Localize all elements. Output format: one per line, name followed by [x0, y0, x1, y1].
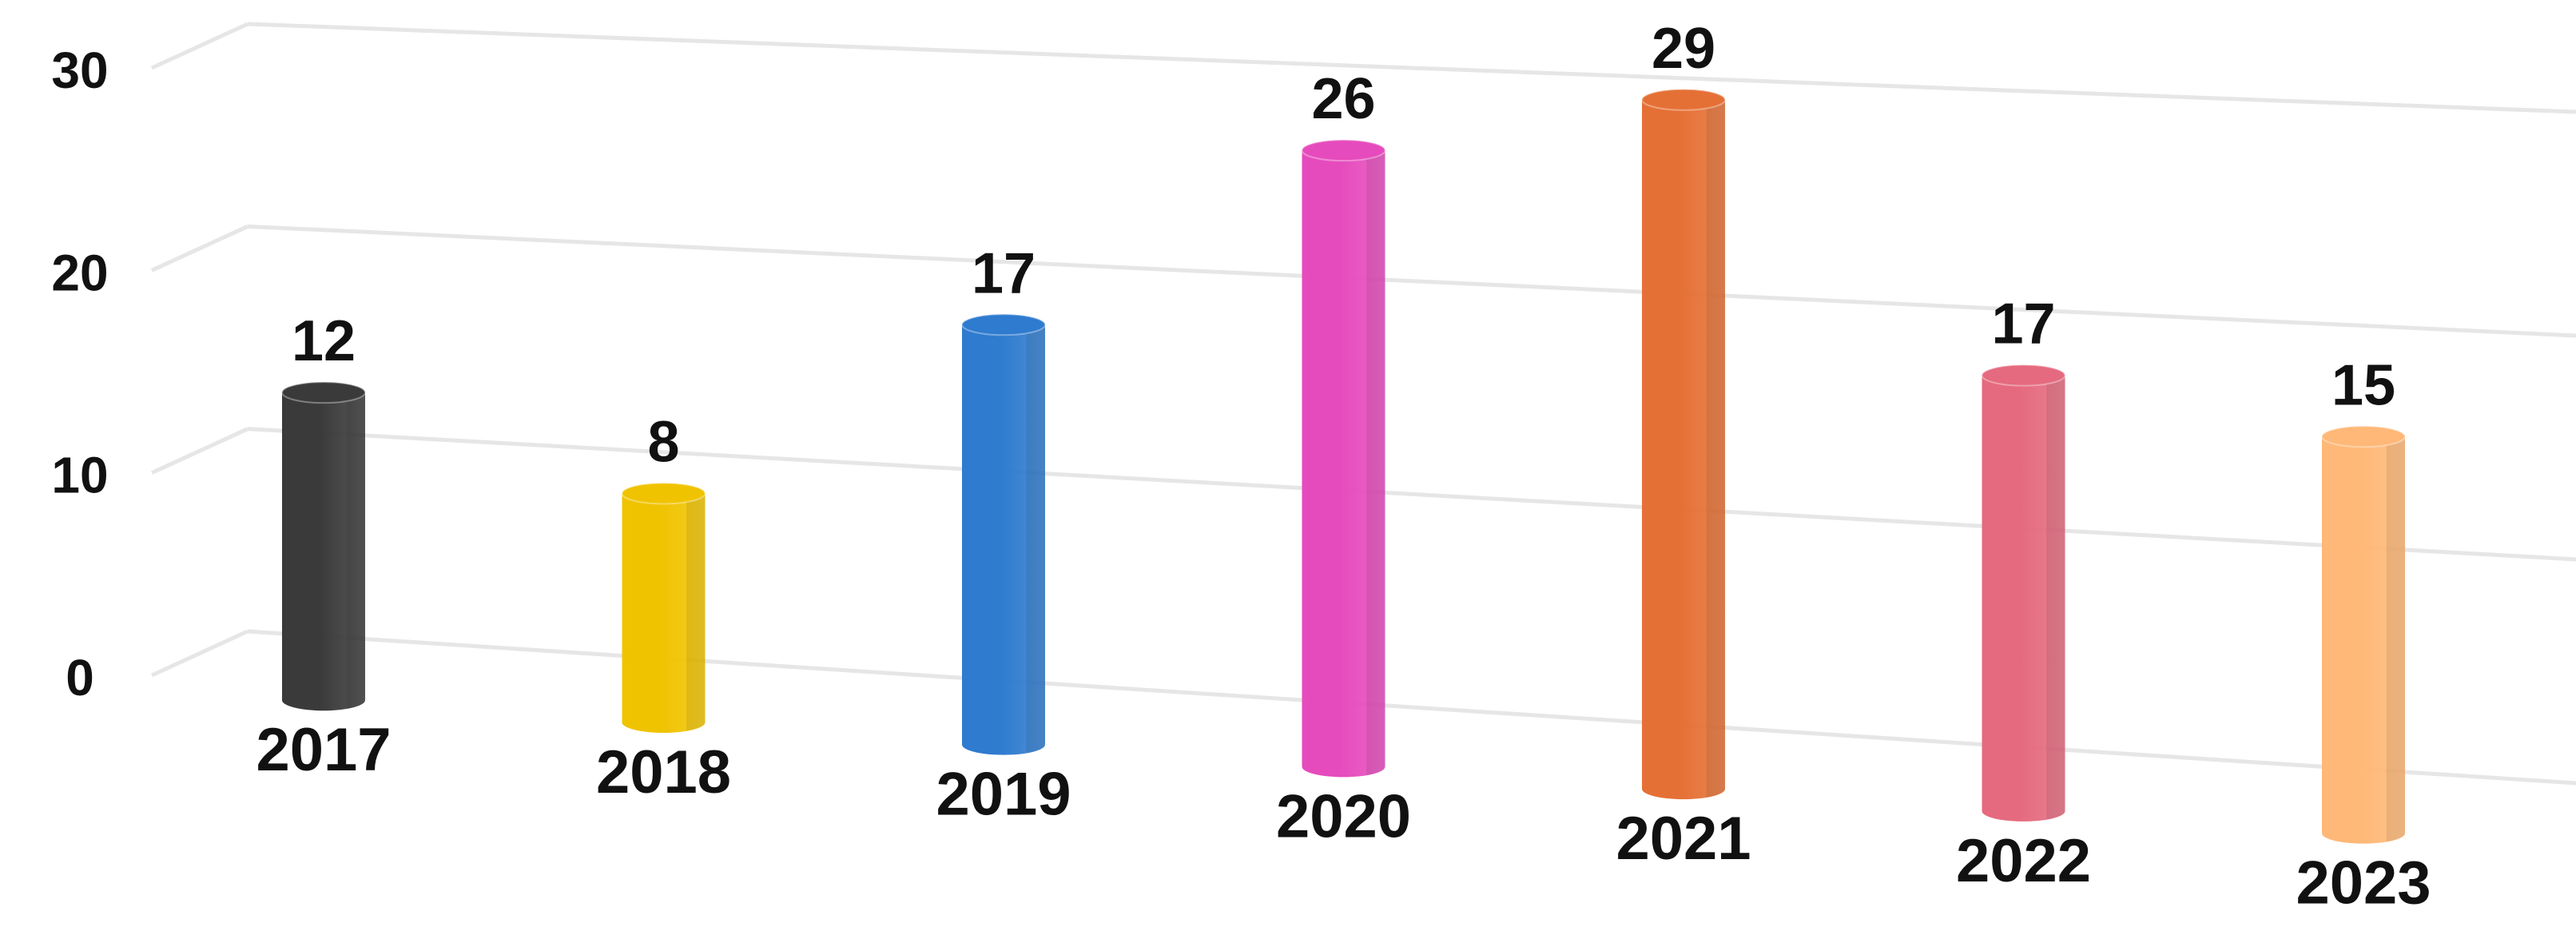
x-tick-label: 2022: [1956, 827, 2091, 895]
data-label: 26: [1311, 67, 1375, 131]
bar-cap: [281, 381, 366, 404]
bar-shade: [1366, 150, 1385, 775]
bar-body: [1982, 375, 2065, 822]
bar-shade: [2046, 375, 2065, 820]
data-labels: 12 8 17 26 29 17 15: [292, 17, 2395, 475]
gridline-20: [247, 224, 2576, 338]
data-label: 12: [292, 309, 356, 373]
bar-shade: [1026, 324, 1045, 754]
gridline-bevel-30: [150, 22, 249, 70]
bar-shade: [346, 392, 365, 709]
bar-2019: [961, 313, 1046, 755]
bar-cap: [1981, 364, 2066, 387]
y-tick-label: 20: [51, 244, 108, 301]
y-tick-label: 10: [51, 447, 108, 504]
data-label: 15: [2332, 353, 2395, 417]
bar-shade: [686, 493, 706, 731]
bar-body: [2322, 436, 2405, 844]
x-tick-label: 2017: [256, 716, 391, 784]
x-tick-label: 2018: [596, 738, 731, 806]
bar-2018: [621, 482, 706, 733]
bar-cap: [961, 313, 1046, 336]
gridline-bevel-10: [150, 427, 249, 475]
bar-cap: [2321, 425, 2406, 448]
bar-2020: [1301, 139, 1386, 778]
bar-shade: [2386, 436, 2405, 842]
bar-2017: [281, 381, 366, 711]
gridlines: [150, 22, 2576, 786]
x-tick-label: 2019: [936, 761, 1071, 829]
bar-body: [622, 493, 706, 733]
bar-body: [282, 392, 365, 711]
bar-2021: [1641, 88, 1726, 800]
x-tick-label: 2020: [1276, 782, 1411, 850]
bar-body: [962, 324, 1045, 755]
gridline-bevel-0: [150, 629, 249, 678]
y-axis-ticks: 0 10 20 30: [51, 42, 108, 706]
bar-cap: [1301, 139, 1386, 162]
bar-cap: [621, 482, 706, 505]
y-tick-label: 0: [66, 649, 94, 706]
bar-body: [1642, 99, 1725, 800]
x-tick-label: 2021: [1616, 805, 1751, 873]
gridline-10: [247, 427, 2576, 562]
bar-cap: [1641, 88, 1726, 111]
x-axis-labels: 2017 2018 2019 2020 2021 2022 2023: [256, 716, 2431, 917]
data-label: 8: [647, 410, 679, 474]
bar-shade: [1706, 99, 1725, 798]
data-label: 29: [1652, 17, 1715, 81]
data-label: 17: [1991, 292, 2055, 356]
bar-2022: [1981, 364, 2066, 822]
bars: [281, 88, 2406, 844]
y-tick-label: 30: [51, 42, 108, 99]
gridline-30: [247, 22, 2576, 114]
data-label: 17: [972, 241, 1036, 305]
x-tick-label: 2023: [2296, 849, 2431, 917]
bar-2023: [2321, 425, 2406, 844]
bar-body: [1302, 150, 1385, 778]
gridline-bevel-20: [150, 225, 249, 273]
